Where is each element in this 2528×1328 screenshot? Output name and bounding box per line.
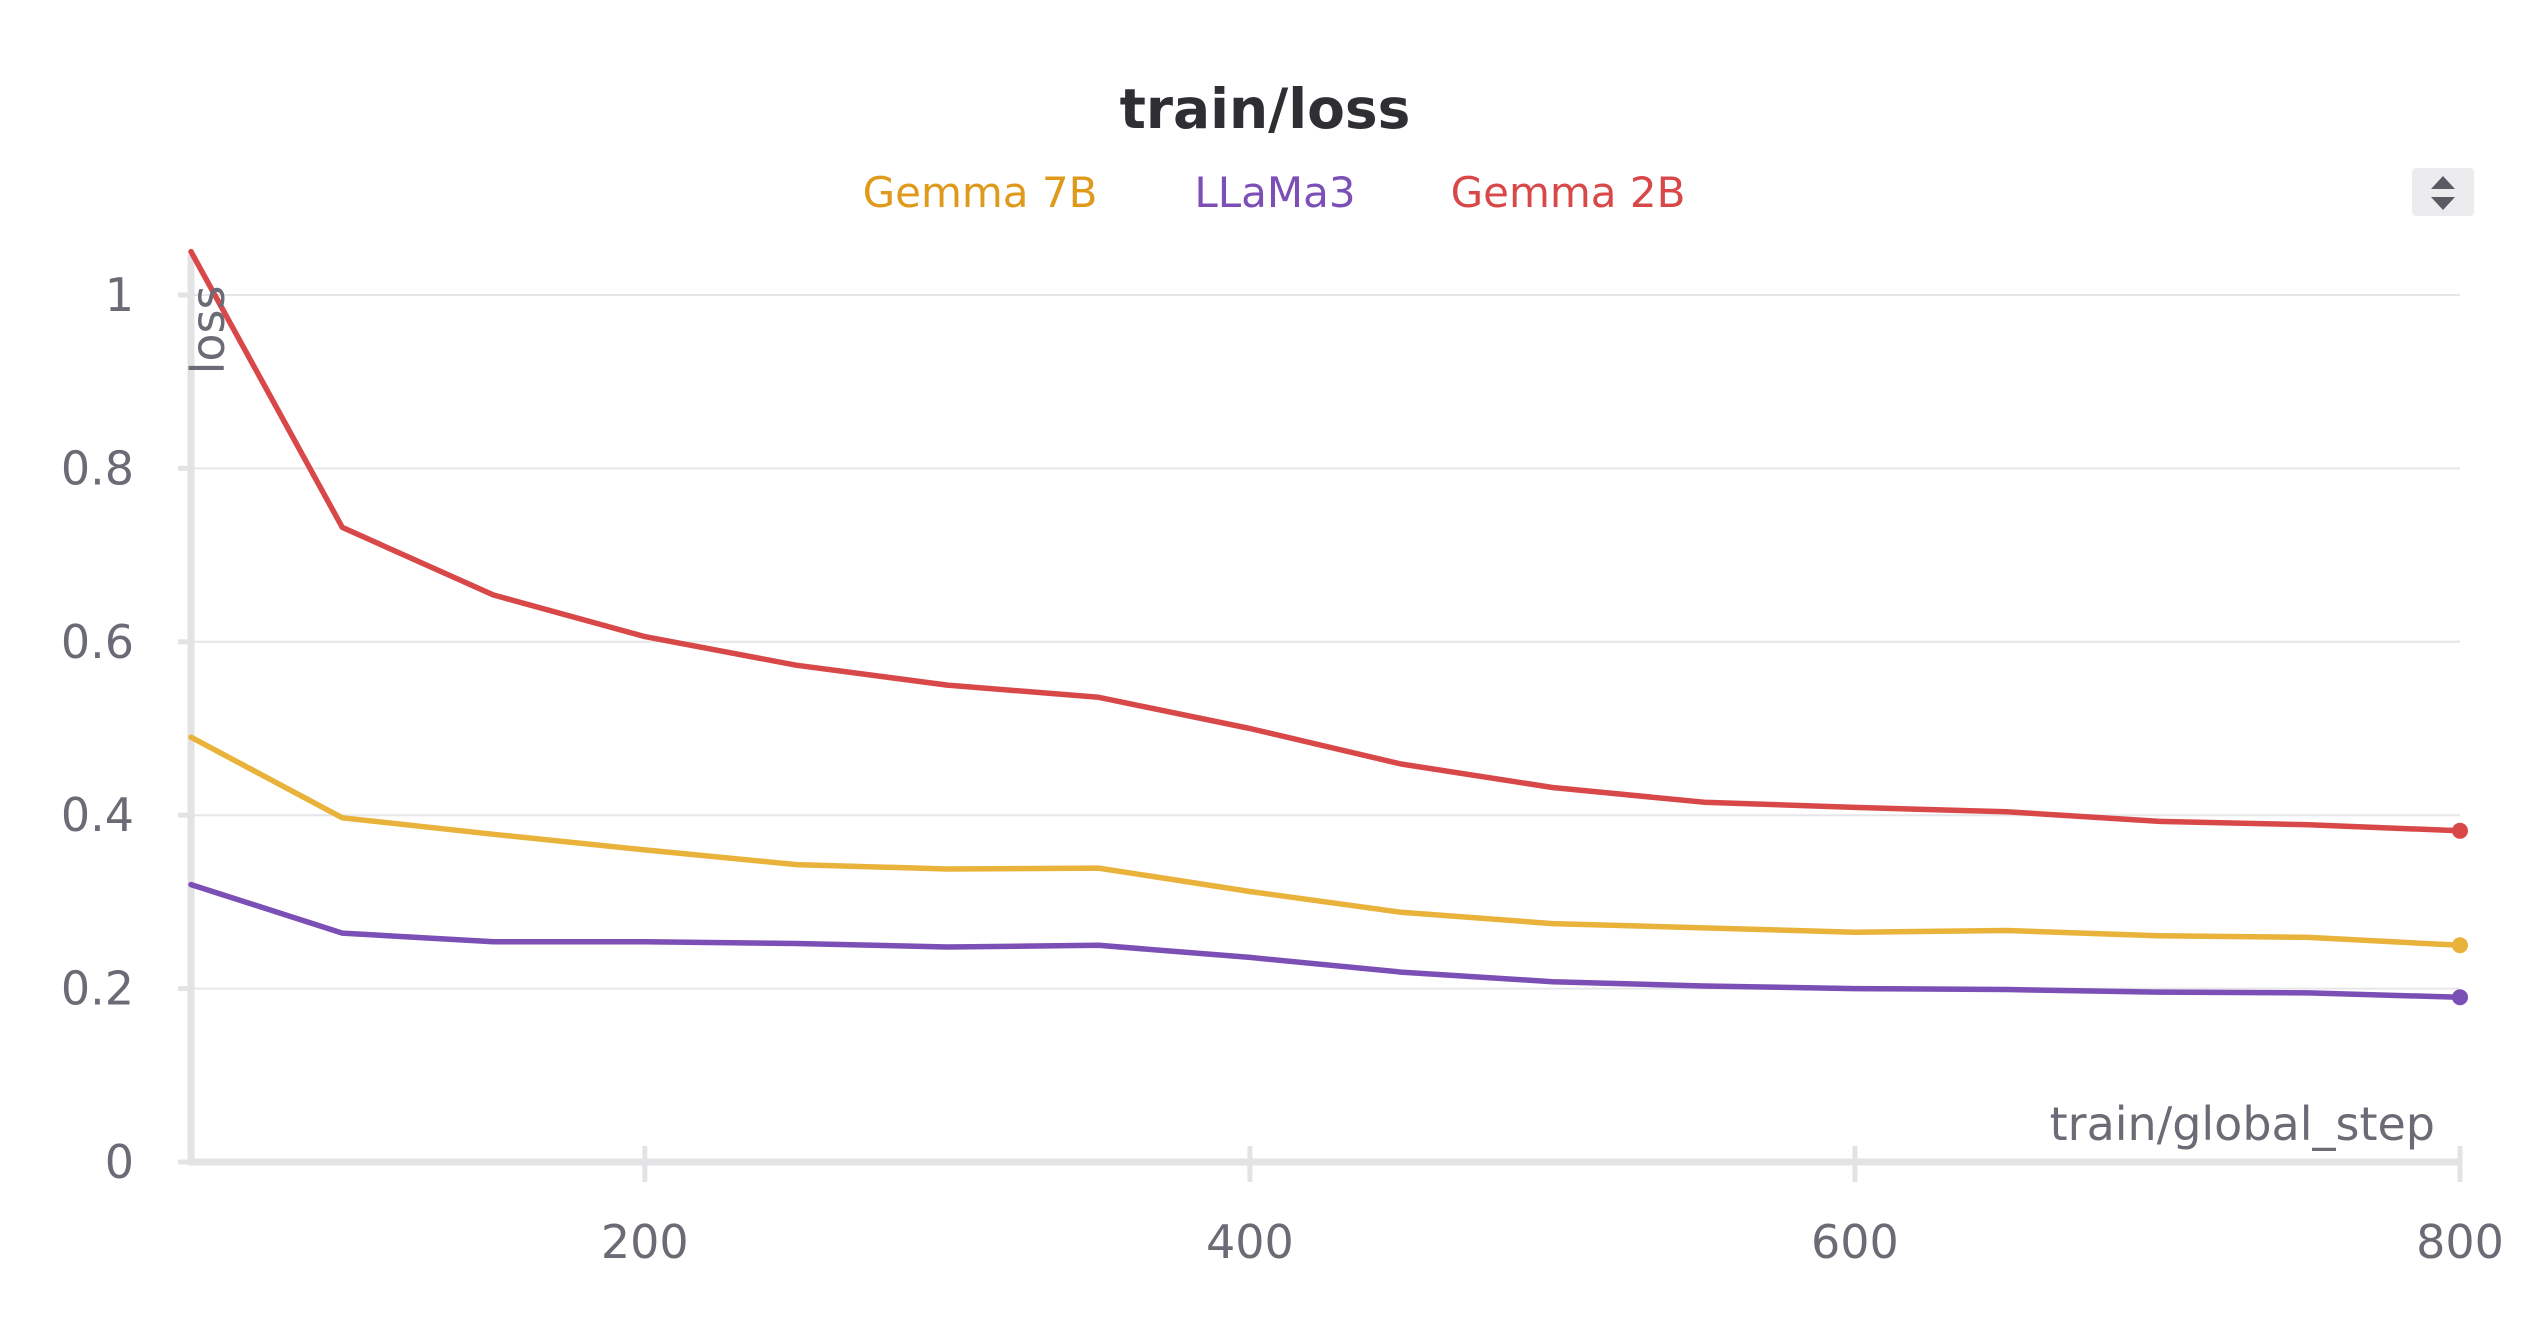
y-tick-label: 0 <box>105 1135 134 1189</box>
series-line-gemma-2b[interactable] <box>188 248 2463 834</box>
gridlines <box>191 294 2460 990</box>
down-arrow-icon <box>2431 197 2455 210</box>
x-axis-ticks: 200 400 600 800 <box>601 1146 2504 1269</box>
legend-scroll-button[interactable] <box>2412 168 2474 216</box>
x-tick-label: 400 <box>1206 1215 1294 1269</box>
x-tick-label: 200 <box>601 1215 689 1269</box>
y-tick-label: 0.6 <box>61 615 134 669</box>
series-end-point-gemma-2b[interactable] <box>2452 822 2468 839</box>
series-layer <box>188 248 2468 1006</box>
y-axis-ticks: 0 0.2 0.4 0.6 0.8 1 <box>61 268 191 1189</box>
legend-item-gemma-2b[interactable]: Gemma 2B <box>1451 168 1686 217</box>
up-arrow-icon <box>2431 176 2455 189</box>
chart-title: train/loss <box>1120 77 1411 141</box>
series-line-llama3[interactable] <box>188 881 2463 1001</box>
legend: Gemma 7B LLaMa3 Gemma 2B <box>863 168 1686 217</box>
y-axis-label: loss <box>181 286 235 375</box>
series-end-point-llama3[interactable] <box>2452 989 2468 1006</box>
legend-item-llama3[interactable]: LLaMa3 <box>1194 168 1355 217</box>
y-tick-label: 1 <box>105 268 134 322</box>
series-line-gemma-7b[interactable] <box>188 734 2463 949</box>
y-tick-label: 0.2 <box>61 962 134 1016</box>
x-axis-label: train/global_step <box>2050 1097 2435 1151</box>
y-tick-label: 0.4 <box>61 788 134 842</box>
y-tick-label: 0.8 <box>61 441 134 495</box>
x-tick-label: 800 <box>2416 1215 2504 1269</box>
legend-item-gemma-7b[interactable]: Gemma 7B <box>863 168 1098 217</box>
x-tick-label: 600 <box>1811 1215 1899 1269</box>
series-end-point-gemma-7b[interactable] <box>2452 937 2468 954</box>
